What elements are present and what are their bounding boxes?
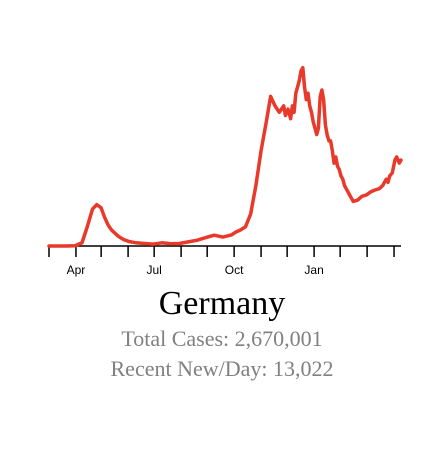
recent-new-per-day-stat: Recent New/Day: 13,022	[110, 356, 334, 381]
x-axis-tick-label: Apr	[67, 263, 86, 277]
cases-series-line	[47, 65, 403, 248]
x-axis-tick-labels: Apr Jul Oct Jan	[67, 263, 324, 277]
series-group	[47, 65, 403, 248]
x-axis	[48, 245, 401, 257]
x-axis-tick-label: Oct	[225, 263, 244, 277]
cases-line-chart: Apr Jul Oct Jan	[47, 65, 403, 277]
x-axis-tick-label: Jul	[146, 263, 161, 277]
total-cases-stat: Total Cases: 2,670,001	[121, 326, 323, 351]
chart-title: Germany	[158, 285, 286, 322]
x-axis-tick-label: Jan	[304, 263, 323, 277]
